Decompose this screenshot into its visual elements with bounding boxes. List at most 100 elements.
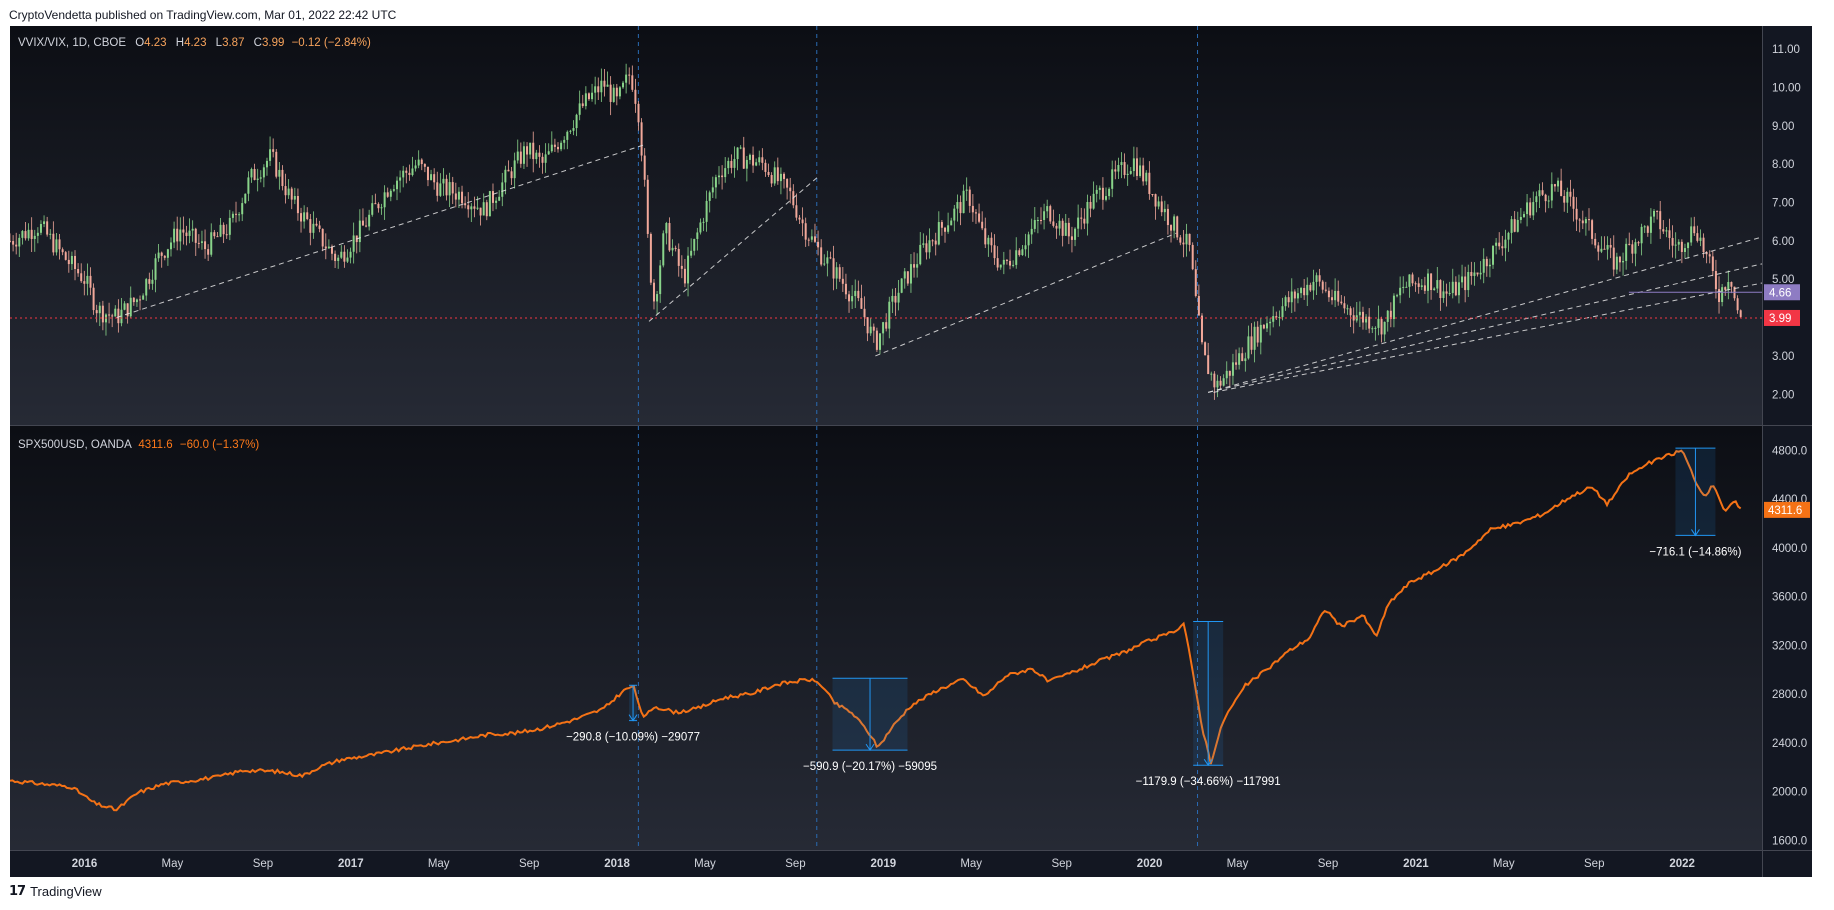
candle-body bbox=[349, 251, 352, 258]
candle-body bbox=[1331, 297, 1334, 301]
candle-body bbox=[659, 265, 662, 295]
candle-body bbox=[755, 162, 758, 166]
candle-body bbox=[1216, 380, 1219, 388]
chart-canvas[interactable]: 11.00 10.00 9.00 8.00 7.00 6.00 5.00 3.00 2.00 4.… bbox=[10, 26, 1812, 877]
candle-body bbox=[64, 252, 67, 260]
spx-legend[interactable]: SPX500USD, OANDA 4311.6 −60.0 (−1.37%) bbox=[18, 439, 259, 451]
candle-body bbox=[1089, 201, 1092, 209]
candle-body bbox=[566, 131, 569, 140]
candle-body bbox=[752, 154, 755, 166]
candle-body bbox=[216, 236, 219, 238]
candle-body bbox=[374, 203, 377, 205]
candle-body bbox=[671, 247, 674, 251]
candle-body bbox=[1739, 310, 1742, 317]
candle-body bbox=[631, 75, 634, 90]
candle-body bbox=[1631, 244, 1634, 254]
candle-body bbox=[863, 308, 866, 318]
candle-body bbox=[70, 255, 73, 265]
ohlc-open: 4.23 bbox=[144, 37, 167, 49]
candle-body bbox=[1238, 353, 1241, 365]
candle-body bbox=[761, 157, 764, 163]
candle-body bbox=[1296, 293, 1299, 299]
candle-body bbox=[1368, 316, 1371, 329]
x-tick: May bbox=[960, 858, 982, 870]
candle-body bbox=[1129, 171, 1132, 174]
candle-body bbox=[882, 322, 885, 334]
candle-body bbox=[151, 279, 154, 284]
candle-body bbox=[1569, 191, 1572, 197]
candle-body bbox=[1653, 210, 1656, 217]
candle-body bbox=[1303, 288, 1306, 296]
candle-body bbox=[844, 283, 847, 295]
candle-body bbox=[219, 224, 222, 237]
candle-body bbox=[906, 271, 909, 284]
candle-body bbox=[1160, 201, 1163, 213]
candle-body bbox=[1473, 272, 1476, 276]
candle-body bbox=[1649, 216, 1652, 233]
candle-body bbox=[888, 301, 891, 329]
candle-body bbox=[135, 299, 138, 303]
candle-body bbox=[578, 103, 581, 115]
candle-body bbox=[1513, 219, 1516, 232]
candle-body bbox=[1560, 180, 1563, 197]
spx-line bbox=[10, 449, 1742, 812]
spx-y-tick: 2400.0 bbox=[1772, 738, 1807, 750]
candle-body bbox=[163, 255, 166, 258]
footer-brand[interactable]: 𝟭𝟳 TradingView bbox=[9, 884, 102, 899]
candle-body bbox=[46, 221, 49, 235]
candle-body bbox=[532, 142, 535, 160]
candle-body bbox=[464, 203, 467, 206]
candle-body bbox=[1086, 201, 1089, 224]
candle-body bbox=[1572, 196, 1575, 209]
candle-body bbox=[383, 192, 386, 208]
candle-body bbox=[1411, 274, 1414, 284]
candle-body bbox=[1702, 237, 1705, 253]
x-tick: 2021 bbox=[1403, 858, 1429, 870]
candle-body bbox=[575, 114, 578, 129]
candle-body bbox=[640, 122, 643, 156]
candle-body bbox=[448, 182, 451, 196]
candle-body bbox=[1036, 219, 1039, 221]
candle-body bbox=[1126, 173, 1129, 175]
candle-body bbox=[114, 308, 117, 317]
spx-y-tick: 3600.0 bbox=[1772, 592, 1807, 604]
candle-body bbox=[984, 228, 987, 245]
candle-body bbox=[981, 221, 984, 229]
candle-body bbox=[953, 208, 956, 221]
candle-body bbox=[513, 160, 516, 179]
candle-body bbox=[869, 326, 872, 334]
candle-body bbox=[1659, 211, 1662, 230]
candle-body bbox=[944, 227, 947, 232]
candle-body bbox=[1408, 274, 1411, 287]
x-tick: Sep bbox=[519, 858, 539, 870]
candle-body bbox=[1262, 324, 1265, 329]
candle-body bbox=[1516, 219, 1519, 232]
candle-body bbox=[662, 233, 665, 266]
candle-body bbox=[860, 298, 863, 309]
candle-body bbox=[810, 236, 813, 240]
candle-body bbox=[1194, 269, 1197, 297]
candle-body bbox=[885, 322, 888, 329]
candle-body bbox=[1501, 246, 1504, 249]
vvix-legend[interactable]: VVIX/VIX, 1D, CBOE O4.23 H4.23 L3.87 C3.… bbox=[18, 37, 371, 49]
x-tick: May bbox=[428, 858, 450, 870]
candle-body bbox=[179, 229, 182, 242]
candle-body bbox=[352, 235, 355, 252]
ohlc-close: 3.99 bbox=[261, 37, 285, 49]
candle-body bbox=[584, 93, 587, 107]
candle-body bbox=[1581, 220, 1584, 224]
vvix-pane bbox=[10, 26, 1762, 425]
candle-body bbox=[77, 268, 80, 274]
candle-body bbox=[1024, 245, 1027, 250]
candle-body bbox=[649, 233, 652, 283]
candle-body bbox=[606, 84, 609, 87]
candle-body bbox=[39, 224, 42, 233]
drawdown-label-2: −1179.9 (−34.66%) −117991 bbox=[1136, 776, 1281, 788]
x-tick: Sep bbox=[785, 858, 805, 870]
candle-body bbox=[1222, 378, 1225, 386]
spx-last: 4311.6 bbox=[138, 439, 173, 451]
candle-body bbox=[154, 258, 157, 280]
candle-body bbox=[1231, 362, 1234, 376]
candle-body bbox=[1123, 162, 1126, 175]
candle-body bbox=[169, 242, 172, 250]
